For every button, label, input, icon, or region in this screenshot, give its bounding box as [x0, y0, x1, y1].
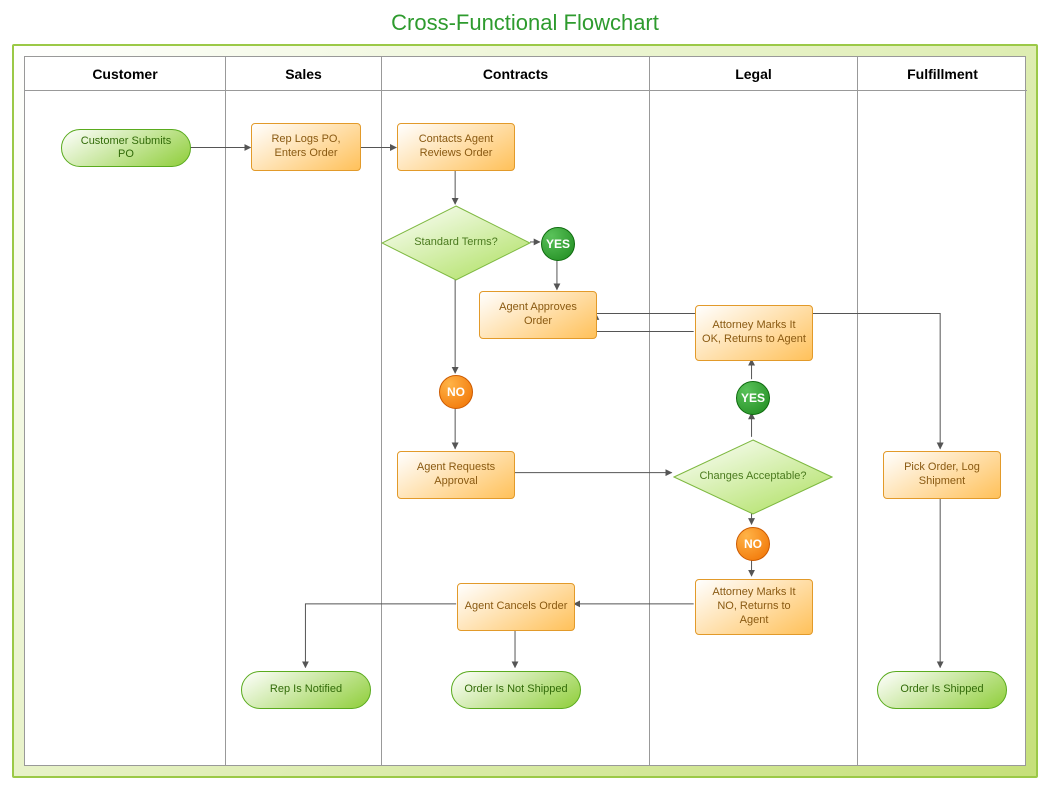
- node-cancel: Agent Cancels Order: [457, 583, 575, 631]
- node-chg: Changes Acceptable?: [673, 439, 833, 515]
- lane-divider: [381, 57, 382, 765]
- node-no1: NO: [439, 375, 473, 409]
- node-attno: Attorney Marks It NO, Returns to Agent: [695, 579, 813, 635]
- node-notship: Order Is Not Shipped: [451, 671, 581, 709]
- node-shipped: Order Is Shipped: [877, 671, 1007, 709]
- outer-frame: CustomerSalesContractsLegalFulfillment Cu…: [12, 44, 1038, 778]
- lane-divider: [225, 57, 226, 765]
- node-attok: Attorney Marks It OK, Returns to Agent: [695, 305, 813, 361]
- flowchart-canvas: CustomerSalesContractsLegalFulfillment Cu…: [24, 56, 1026, 766]
- node-repnot: Rep Is Notified: [241, 671, 371, 709]
- node-no2: NO: [736, 527, 770, 561]
- node-rep: Rep Logs PO, Enters Order: [251, 123, 361, 171]
- node-approve: Agent Approves Order: [479, 291, 597, 339]
- node-start: Customer Submits PO: [61, 129, 191, 167]
- lane-header-sales: Sales: [225, 57, 381, 91]
- node-yes1: YES: [541, 227, 575, 261]
- lane-divider: [857, 57, 858, 765]
- node-review: Contacts Agent Reviews Order: [397, 123, 515, 171]
- decision-label: Standard Terms?: [381, 205, 531, 281]
- lane-divider: [649, 57, 650, 765]
- lane-header-legal: Legal: [649, 57, 857, 91]
- chart-title: Cross-Functional Flowchart: [0, 0, 1050, 42]
- node-pick: Pick Order, Log Shipment: [883, 451, 1001, 499]
- node-std: Standard Terms?: [381, 205, 531, 281]
- decision-label: Changes Acceptable?: [673, 439, 833, 515]
- node-yes2: YES: [736, 381, 770, 415]
- edge-attok-approve: [596, 314, 694, 332]
- node-reqapp: Agent Requests Approval: [397, 451, 515, 499]
- page: Cross-Functional Flowchart CustomerSales…: [0, 0, 1050, 790]
- lane-header-customer: Customer: [25, 57, 225, 91]
- lane-header-contracts: Contracts: [381, 57, 649, 91]
- lane-header-fulfillment: Fulfillment: [857, 57, 1027, 91]
